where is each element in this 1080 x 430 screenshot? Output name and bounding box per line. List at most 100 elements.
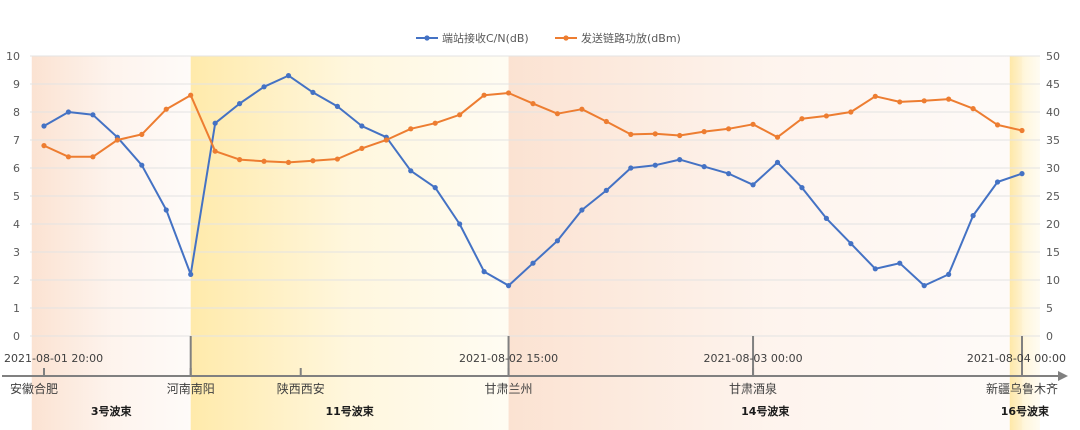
location-label: 安徽合肥 <box>10 381 58 396</box>
data-point <box>823 215 830 221</box>
data-point <box>359 145 365 151</box>
data-point <box>677 132 683 139</box>
data-point <box>310 158 316 164</box>
y-left-tick-label: 5 <box>13 190 20 203</box>
data-point <box>603 187 609 193</box>
data-point <box>457 112 463 118</box>
data-point <box>823 113 830 119</box>
data-point <box>774 159 781 165</box>
y-left-tick-label: 10 <box>6 50 20 63</box>
data-point <box>848 109 854 115</box>
data-point <box>554 111 561 117</box>
date-label: 2021-08-01 20:00 <box>4 352 103 365</box>
data-point <box>285 159 292 165</box>
data-point <box>946 271 952 277</box>
y-right-tick-label: 0 <box>1046 330 1053 343</box>
data-point <box>139 131 145 137</box>
y-right-tick-label: 15 <box>1046 246 1060 259</box>
y-right-tick-label: 40 <box>1046 106 1060 119</box>
data-point <box>652 162 658 168</box>
y-left-tick-label: 0 <box>13 330 20 343</box>
data-point <box>652 131 658 137</box>
data-point <box>505 283 512 289</box>
data-point <box>41 143 47 149</box>
date-label: 2021-08-04 00:00 <box>967 352 1066 365</box>
beam-bands: 3号波束 11号波束 14号波束 16号波束 <box>31 56 1050 430</box>
data-point <box>457 221 463 227</box>
data-point <box>897 260 903 266</box>
data-point <box>799 116 805 122</box>
data-point <box>334 156 340 162</box>
data-point <box>139 162 145 168</box>
data-point <box>334 103 340 109</box>
legend-marker <box>563 35 569 41</box>
data-point <box>90 112 96 118</box>
beam-label: 16号波束 <box>1001 404 1050 418</box>
date-label: 2021-08-02 15:00 <box>459 352 558 365</box>
y-right-tick-label: 25 <box>1046 190 1060 203</box>
data-point <box>163 106 169 112</box>
data-point <box>188 92 194 98</box>
data-point <box>628 131 634 137</box>
data-point <box>921 283 927 289</box>
data-point <box>212 148 218 154</box>
beam-label: 3号波束 <box>91 404 133 418</box>
data-point <box>750 121 756 127</box>
data-point <box>726 171 732 177</box>
date-label: 2021-08-03 00:00 <box>703 352 802 365</box>
legend-label: 端站接收C/N(dB) <box>442 31 529 45</box>
data-point <box>579 207 585 213</box>
beam-band <box>1009 56 1040 430</box>
x-axis-arrow <box>1058 371 1068 381</box>
data-point <box>701 164 707 170</box>
data-point <box>848 241 854 247</box>
data-point <box>994 122 1001 128</box>
data-point <box>628 165 634 171</box>
legend-label: 发送链路功放(dBm) <box>581 31 681 45</box>
y-right-tick-label: 20 <box>1046 218 1060 231</box>
data-point <box>261 84 267 90</box>
location-label: 甘肃酒泉 <box>729 382 777 396</box>
y-right-tick-label: 10 <box>1046 274 1060 287</box>
data-point <box>872 93 878 99</box>
beam-label: 14号波束 <box>741 404 790 418</box>
location-label: 河南南阳 <box>167 381 215 396</box>
data-point <box>481 92 487 98</box>
y-right-tick-label: 35 <box>1046 134 1060 147</box>
y-left-tick-label: 4 <box>13 218 20 231</box>
data-point <box>359 123 365 129</box>
data-point <box>799 185 805 191</box>
data-point <box>701 129 707 135</box>
data-point <box>41 123 47 129</box>
y-left-tick-label: 9 <box>13 78 20 91</box>
data-point <box>970 213 976 219</box>
y-right-tick-label: 45 <box>1046 78 1060 91</box>
data-point <box>212 120 218 126</box>
y-left-tick-label: 1 <box>13 302 20 315</box>
data-point <box>872 266 878 272</box>
beam-band <box>190 56 509 430</box>
data-point <box>65 154 72 160</box>
data-point <box>310 89 316 95</box>
data-point <box>774 134 781 140</box>
beam-band <box>508 56 1022 430</box>
y-right-tick-label: 30 <box>1046 162 1060 175</box>
data-point <box>530 260 536 266</box>
data-point <box>261 158 267 164</box>
y-left-tick-label: 2 <box>13 274 20 287</box>
data-point <box>383 137 389 143</box>
location-label: 甘肃兰州 <box>485 382 533 396</box>
data-point <box>994 179 1001 185</box>
location-label: 新疆乌鲁木齐 <box>986 381 1058 396</box>
y-left-tick-label: 3 <box>13 246 20 259</box>
y-axis-right: 0 5 10 15 20 25 30 35 40 45 50 <box>1046 50 1060 343</box>
data-point <box>163 207 169 213</box>
data-point <box>408 126 414 132</box>
y-left-tick-label: 7 <box>13 134 20 147</box>
data-point <box>946 96 952 102</box>
y-left-tick-label: 8 <box>13 106 20 119</box>
data-point <box>970 106 976 112</box>
data-point <box>90 154 96 160</box>
data-point <box>530 101 536 107</box>
